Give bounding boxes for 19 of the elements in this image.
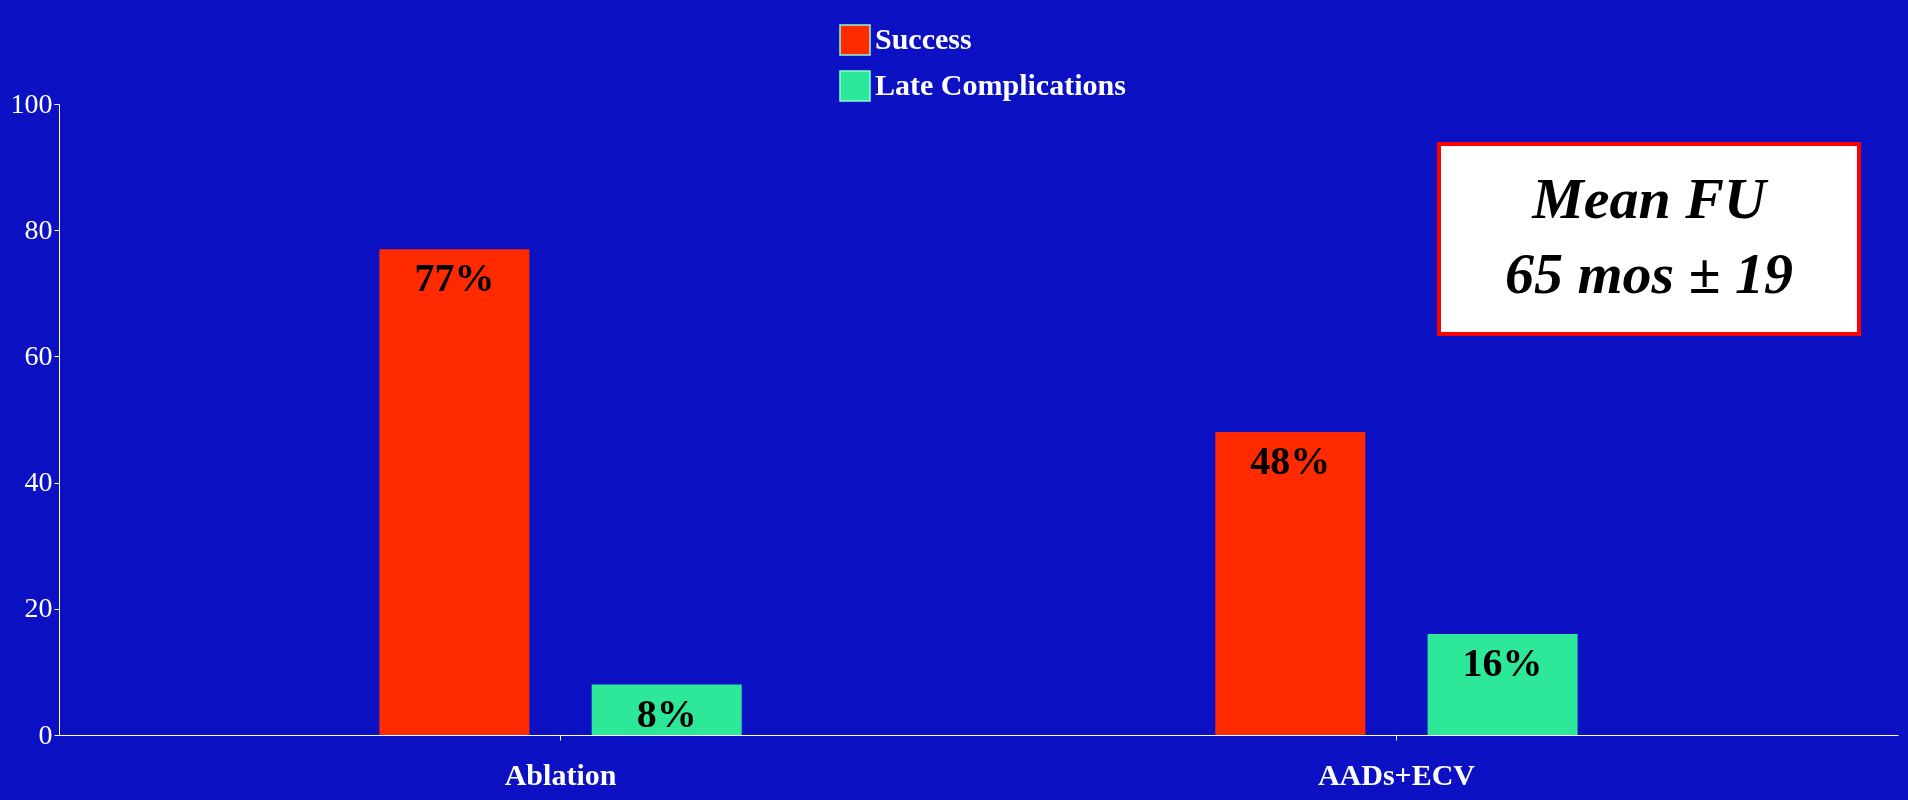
y-tick-label: 20 <box>24 592 53 624</box>
data-label: 8% <box>636 690 697 736</box>
annotation: 65 mos ± 19 <box>1504 241 1794 306</box>
x-tick-label: Ablation <box>504 757 617 791</box>
y-tick-label: 80 <box>24 213 53 245</box>
y-tick-label: 60 <box>24 339 53 371</box>
data-label: 16% <box>1462 640 1543 686</box>
bar <box>1427 634 1578 735</box>
bar <box>1215 432 1366 735</box>
y-tick-label: 100 <box>10 87 53 119</box>
legend-label: Success <box>875 22 972 55</box>
data-label: 48% <box>1250 438 1331 484</box>
legend-label: Late Complications <box>875 68 1126 101</box>
y-tick-label: 0 <box>38 718 53 750</box>
x-tick-label: AADs+ECV <box>1317 757 1476 791</box>
data-label: 77% <box>414 255 495 301</box>
annotation: Mean FU <box>1531 166 1769 231</box>
bar <box>379 249 530 735</box>
y-tick-label: 40 <box>24 466 53 498</box>
